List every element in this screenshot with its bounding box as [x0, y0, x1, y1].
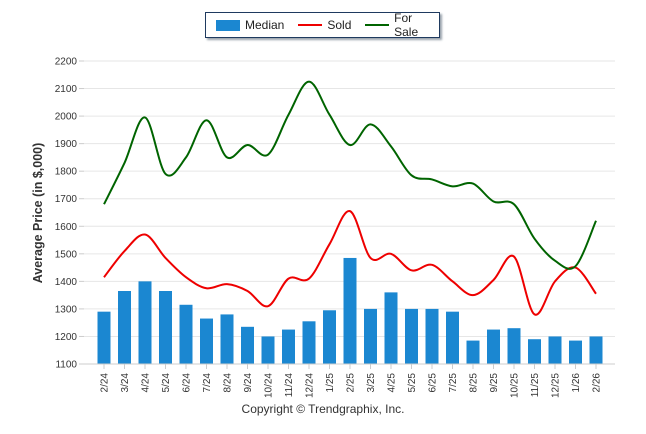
x-tick-label: 12/25: [551, 373, 562, 398]
gridlines: [84, 60, 615, 365]
x-tick-label: 5/25: [407, 373, 418, 393]
median-bars: [97, 257, 603, 364]
x-tick-label: 5/24: [161, 373, 172, 393]
x-tick-label: 11/24: [284, 373, 295, 398]
y-axis-ticks: 1100 1200 1300 1400 1500 1600 1700 1800 1900 2000…: [55, 57, 84, 371]
median-bar: [179, 304, 193, 364]
median-bar: [548, 336, 562, 364]
median-bar: [200, 318, 213, 364]
median-bar: [528, 339, 541, 364]
median-bar: [569, 340, 582, 364]
for-sale-line: [103, 80, 597, 270]
x-tick-label: 1/25: [325, 373, 336, 393]
median-bar: [282, 329, 295, 364]
median-bar: [487, 329, 500, 364]
x-tick-label: 4/25: [387, 373, 398, 393]
y-tick-label: 1100: [55, 360, 77, 371]
median-bar: [138, 281, 152, 364]
median-bar: [97, 311, 111, 364]
legend-item-for-sale: For Sale: [365, 11, 439, 39]
y-tick-label: 1400: [55, 277, 78, 288]
y-tick-label: 1200: [55, 332, 78, 343]
median-bar: [364, 308, 377, 364]
x-tick-label: 2/24: [100, 373, 111, 393]
y-tick-label: 2100: [55, 84, 78, 95]
median-bar: [466, 340, 480, 364]
median-bar: [302, 321, 316, 364]
y-tick-label: 1600: [55, 222, 78, 233]
x-tick-label: 9/25: [489, 373, 500, 393]
copyright-text: Copyright © Trendgraphix, Inc.: [241, 402, 405, 416]
y-tick-label: 1800: [55, 167, 78, 178]
median-bar: [507, 328, 521, 364]
median-bar: [384, 292, 398, 364]
x-tick-label: 8/25: [469, 373, 480, 393]
median-bar: [589, 336, 603, 364]
x-tick-label: 7/24: [202, 373, 213, 393]
legend-label-for-sale: For Sale: [394, 11, 419, 39]
median-bar: [220, 314, 234, 364]
legend: Median Sold For Sale: [205, 11, 440, 39]
median-bar: [405, 308, 418, 364]
median-bar: [343, 257, 357, 364]
x-tick-label: 4/24: [141, 373, 152, 393]
x-tick-label: 1/26: [571, 373, 582, 393]
y-tick-label: 1900: [55, 139, 78, 150]
x-tick-label: 3/24: [120, 373, 131, 393]
legend-label-sold: Sold: [327, 18, 352, 32]
x-tick-label: 3/25: [366, 373, 377, 393]
median-bar: [241, 326, 254, 364]
y-tick-label: 1700: [55, 194, 78, 205]
y-tick-label: 1300: [55, 304, 78, 315]
y-tick-label: 1500: [55, 249, 78, 260]
x-tick-label: 2/25: [346, 373, 357, 393]
sold-line: [103, 210, 597, 316]
legend-label-median: Median: [245, 18, 285, 32]
x-tick-label: 6/25: [428, 373, 439, 393]
sold-swatch: [298, 24, 323, 26]
median-bar: [118, 291, 131, 364]
median-bar: [425, 308, 439, 364]
x-tick-label: 10/25: [510, 373, 521, 398]
series-lines: [103, 80, 597, 316]
median-bar: [159, 291, 172, 364]
median-bar: [446, 311, 459, 364]
x-tick-label: 8/24: [223, 373, 234, 393]
y-tick-label: 2000: [55, 112, 78, 123]
legend-item-sold: Sold: [298, 18, 351, 32]
for-sale-swatch: [365, 24, 390, 26]
legend-item-median: Median: [216, 18, 284, 32]
x-tick-label: 12/24: [305, 373, 316, 398]
y-tick-label: 2200: [55, 57, 78, 68]
x-tick-label: 11/25: [530, 373, 541, 398]
median-bar: [323, 310, 336, 364]
median-swatch: [216, 19, 240, 31]
x-tick-label: 10/24: [264, 373, 275, 398]
x-tick-label: 7/25: [448, 373, 459, 393]
x-axis-ticks: 2/24 3/24 4/24 5/24 6/24 7/24 8/24 9/24 10/24 11/…: [84, 363, 615, 398]
median-bar: [261, 336, 275, 364]
x-tick-label: 6/24: [182, 373, 193, 393]
x-tick-label: 9/24: [243, 373, 254, 393]
y-axis-label: Average Price (in $,000): [31, 143, 45, 284]
x-tick-label: 2/26: [592, 373, 603, 393]
